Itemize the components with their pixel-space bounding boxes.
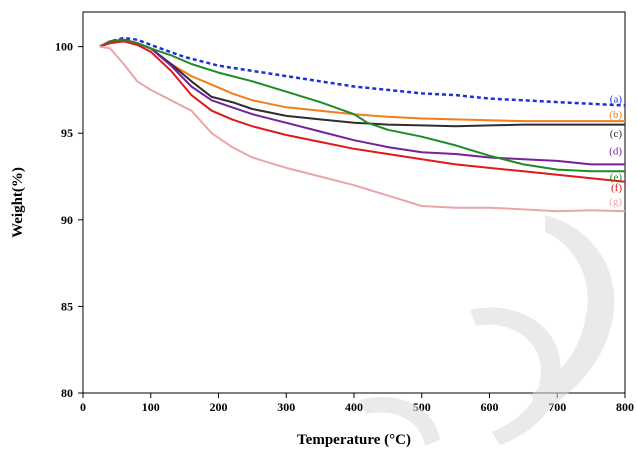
y-tick-label: 90 (61, 213, 73, 227)
x-tick-label: 100 (142, 400, 160, 414)
y-axis-ticks: 80 85 90 95 100 (55, 40, 83, 400)
x-tick-label: 800 (616, 400, 634, 414)
y-tick-label: 85 (61, 299, 73, 313)
series-label: (f) (611, 182, 622, 194)
x-tick-label: 300 (277, 400, 295, 414)
series-line (99, 45, 626, 213)
x-axis-title: Temperature (°C) (297, 432, 411, 448)
series-labels: (a) (b) (c) (d) (e)(f) (g) (609, 94, 622, 208)
series-line (99, 40, 626, 183)
series-label: (e) (610, 172, 623, 184)
x-tick-label: 600 (481, 400, 499, 414)
y-tick-label: 80 (61, 386, 73, 400)
series-line (99, 38, 625, 128)
y-axis-title: Weight(%) (10, 167, 26, 238)
series-label: (a) (610, 94, 623, 106)
y-tick-label: 95 (61, 126, 73, 140)
x-axis-ticks: 0 100 200 300 400 500 600 700 800 (80, 393, 634, 414)
series-label: (g) (609, 196, 622, 208)
watermark-shape (360, 215, 615, 446)
y-tick-label: 100 (55, 40, 73, 54)
series-line (99, 38, 625, 173)
series-label: (d) (609, 146, 622, 158)
series-line (99, 36, 626, 107)
plot-area: (a) (b) (c) (d) (e)(f) (g) (82, 11, 626, 394)
x-tick-label: 200 (210, 400, 228, 414)
series-label: (c) (610, 128, 623, 140)
series-label: (b) (609, 109, 622, 121)
x-tick-label: 0 (80, 400, 86, 414)
series-layer (99, 36, 626, 213)
x-tick-label: 400 (345, 400, 363, 414)
